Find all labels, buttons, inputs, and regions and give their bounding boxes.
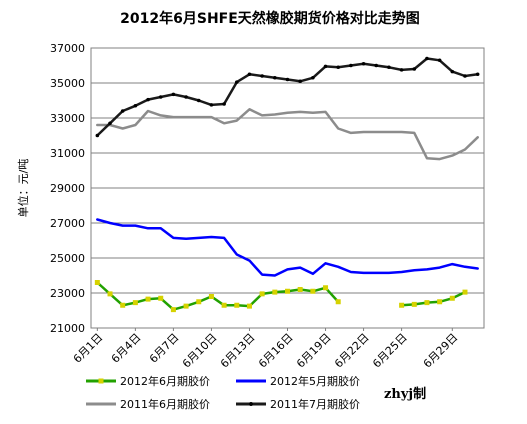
series-2011-jul-point (475, 72, 480, 77)
series-2011-jul-point (374, 63, 379, 68)
series-2011-jul-point (349, 63, 353, 68)
series-2012-jun-point (272, 289, 278, 295)
series-2011-jul-point (387, 65, 391, 70)
legend-label: 2012年6月期胶价 (120, 374, 210, 388)
series-2011-jul-point (323, 64, 328, 69)
x-tick-label: 6月29日 (421, 331, 461, 371)
series-2012-jun-point (234, 302, 240, 308)
series-2011-jul-point (184, 95, 188, 99)
series-2011-jul-point (95, 133, 100, 138)
series-2011-jul-point (437, 58, 442, 63)
y-tick-label: 21000 (50, 322, 85, 335)
series-2011-jul-point (311, 75, 315, 80)
series-2012-jun-point (335, 299, 341, 305)
series-2012-jun-point (246, 303, 252, 309)
series-2011-jul-point (209, 103, 214, 107)
grid-lines (91, 82, 484, 294)
series-2011-jul-point (273, 75, 277, 80)
series-2012-jun-point (170, 307, 176, 313)
series-2011-jun-line (96, 108, 479, 161)
credit-text: zhyj制 (384, 386, 426, 402)
series-2011-jul-point (361, 61, 366, 66)
series-2011-jul-point (222, 102, 226, 106)
legend-marker (98, 378, 104, 384)
series-2011-jul-point (196, 98, 201, 103)
series-2011-jul-point (260, 74, 264, 78)
series-2011-jul-point (171, 92, 176, 97)
series-2012-may-line (96, 218, 479, 277)
legend: 2012年6月期胶价 2012年5月期胶价 2011年6月期胶价 2011年7月期胶价 (86, 374, 360, 411)
legend-label: 2011年6月期胶价 (120, 397, 210, 411)
series-2012-jun-point (297, 287, 303, 292)
series-2012-jun-point (94, 280, 100, 285)
series-2012-jun-point (449, 295, 455, 301)
y-tick-label: 33000 (50, 112, 85, 125)
series-2012-jun-point (183, 303, 189, 309)
series-2011-jul-point (450, 69, 455, 74)
y-tick-label: 23000 (50, 287, 85, 300)
x-axis-ticks: 6月1日 6月4日 6月7日6月10日6月13日6月16日6月19日6月22日6月2… (71, 328, 461, 371)
series-2011-jul-point (412, 67, 417, 71)
series-2012-jun-point (399, 302, 405, 308)
series-2012-jun-point (310, 288, 316, 294)
series-2011-jul-point (285, 77, 290, 82)
y-tick-label: 25000 (50, 252, 85, 265)
x-tick-label: 6月7日 (147, 331, 182, 366)
series-2011-jul-point (425, 56, 429, 61)
series-2012-jun-point (411, 301, 417, 307)
series-2011-jul-point (108, 121, 112, 126)
y-tick-label: 27000 (50, 217, 85, 230)
series-2012-jun-point (323, 285, 329, 291)
series-2011-jul-point (158, 95, 163, 99)
series-2011-jul-point (133, 103, 138, 108)
x-tick-label: 6月10日 (180, 331, 220, 371)
series-2012-jun-point (285, 288, 290, 294)
series-2012-jun-point (259, 291, 265, 297)
series-lines (94, 56, 480, 313)
y-axis-label: 单位：元/吨 (16, 159, 30, 218)
series-2011-jul-point (298, 79, 302, 84)
x-tick-label: 6月22日 (332, 331, 372, 371)
series-2012-jun-point (221, 302, 227, 308)
series-2012-jun-point (107, 291, 113, 297)
legend-label: 2011年7月期胶价 (270, 397, 360, 411)
series-2012-jun-point (437, 299, 443, 305)
series-2011-jul-point (463, 74, 467, 78)
x-tick-label: 6月13日 (218, 331, 258, 371)
series-2012-jun-point (158, 295, 164, 301)
series-2012-jun-point (208, 294, 214, 299)
series-2012-jun-point (196, 299, 202, 305)
series-2011-jul-point (247, 72, 252, 77)
series-2012-jun-point (462, 289, 468, 295)
x-tick-label: 6月16日 (256, 331, 296, 371)
y-tick-label: 29000 (50, 182, 85, 195)
x-tick-label: 6月4日 (109, 331, 144, 366)
x-tick-label: 6月25日 (370, 331, 410, 371)
series-2012-jun-point (424, 300, 430, 306)
series-2011-jul-point (120, 109, 125, 113)
legend-label: 2012年5月期胶价 (270, 374, 360, 388)
series-2011-jul-point (146, 97, 150, 102)
legend-marker (249, 402, 253, 406)
y-axis-ticks: 21000 23000 25000 27000 29000 31000 33000 35000… (50, 42, 85, 335)
x-tick-label: 6月1日 (71, 331, 106, 366)
series-2012-jun-point (145, 296, 151, 302)
y-tick-label: 35000 (50, 77, 85, 90)
chart-title: 2012年6月SHFE天然橡胶期货价格对比走势图 (120, 10, 420, 27)
y-tick-label: 37000 (50, 42, 85, 55)
series-2012-jun-point (132, 300, 138, 306)
series-2011-jul-point (336, 65, 341, 70)
series-2012-jun-point (120, 302, 126, 308)
y-tick-label: 31000 (50, 147, 85, 160)
x-tick-label: 6月19日 (294, 331, 334, 371)
series-2011-jul-point (234, 80, 239, 84)
series-2011-jul-point (399, 68, 404, 72)
